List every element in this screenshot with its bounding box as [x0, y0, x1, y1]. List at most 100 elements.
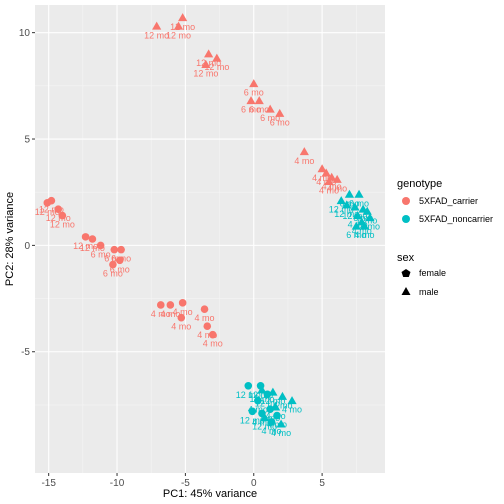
point-female	[115, 256, 124, 265]
point-male	[336, 196, 346, 205]
legend-genotype: genotype 5XFAD_carrier 5XFAD_noncarrier	[397, 178, 493, 224]
point-label: 6 mo	[104, 254, 124, 264]
y-tick-label: 10	[19, 28, 31, 39]
point-female	[54, 205, 63, 214]
point-male	[260, 413, 270, 422]
point-male	[332, 174, 342, 183]
point-label: 12 mo	[166, 30, 191, 40]
point-male	[173, 21, 184, 30]
legend-genotype-title: genotype	[397, 178, 442, 190]
point-label: 4 mo	[173, 307, 193, 317]
point-label: 4 mo	[294, 156, 314, 166]
point-male	[204, 49, 214, 58]
point-male	[275, 108, 285, 117]
point-female	[254, 396, 262, 405]
point-female	[58, 211, 67, 220]
point-male	[249, 79, 259, 88]
y-tick-label: 0	[24, 241, 30, 252]
point-label: 6 mo	[249, 105, 269, 115]
point-male	[342, 200, 352, 209]
x-tick-label: -5	[181, 478, 190, 489]
point-female	[166, 301, 175, 309]
point-female	[96, 241, 105, 250]
point-label: 4 mo	[271, 428, 291, 438]
point-label: 12 mo	[260, 396, 285, 406]
points	[43, 13, 375, 428]
point-label: 12 mo	[204, 62, 229, 72]
point-female	[177, 313, 186, 322]
x-tick-label: -10	[110, 478, 125, 489]
point-label: 4 mo	[262, 426, 282, 436]
point-male	[353, 211, 363, 219]
point-label: 12 mo	[50, 220, 75, 230]
point-female	[109, 260, 117, 269]
axis-ticks: -15 -10 -5 0 5 -5 0 5 10	[19, 28, 325, 489]
point-label: 12 mo	[329, 205, 354, 215]
point-label: 4 mo	[252, 417, 272, 427]
legend-key-male	[401, 287, 411, 295]
point-label: 4 mo	[312, 173, 332, 183]
grid-minor	[35, 5, 385, 473]
point-female	[208, 330, 217, 339]
x-tick-label: 5	[319, 478, 325, 489]
point-label: 6 mo	[346, 230, 366, 240]
point-label: 6 mo	[110, 264, 130, 274]
point-label: 6 mo	[353, 213, 373, 223]
point-male	[344, 189, 355, 198]
point-male	[212, 53, 222, 62]
point-label: 4 mo	[171, 322, 191, 332]
point-male	[257, 385, 267, 394]
point-male	[351, 221, 361, 230]
point-female	[178, 299, 187, 307]
point-male	[287, 396, 297, 405]
point-male	[350, 202, 360, 211]
point-label: 6 mo	[270, 117, 290, 127]
legend-sex: sex female male	[397, 252, 446, 297]
point-female	[248, 407, 257, 416]
x-axis-title: PC1: 45% variance	[163, 488, 257, 500]
point-label: 12 mo	[193, 69, 218, 79]
point-label: 4 mo	[352, 226, 372, 236]
point-male	[276, 419, 286, 428]
point-label: 4 mo	[354, 230, 374, 240]
point-female	[200, 305, 209, 314]
legend-label-female: female	[419, 268, 446, 278]
point-label: 4 mo	[319, 186, 339, 196]
point-label: 4 mo	[327, 183, 347, 193]
point-label: 12 mo	[170, 22, 195, 32]
point-female	[117, 245, 125, 254]
point-label: 4 mo	[282, 405, 302, 415]
legend-label-noncarrier: 5XFAD_noncarrier	[419, 214, 493, 224]
legend-key-noncarrier	[402, 215, 410, 223]
point-label: 4 mo	[267, 420, 287, 430]
point-female	[156, 301, 165, 309]
point-male	[152, 21, 162, 30]
point-label: 12 mo	[39, 205, 64, 215]
point-label: 6 mo	[339, 198, 359, 208]
legend-label-carrier: 5XFAD_carrier	[419, 196, 478, 206]
point-label: 12 mo	[35, 207, 60, 217]
point-label: 12 mo	[46, 213, 71, 223]
point-female	[81, 233, 90, 241]
point-label: 12 mo	[80, 243, 105, 253]
point-male	[178, 13, 188, 22]
point-male	[354, 189, 364, 198]
legend-key-carrier	[402, 197, 410, 205]
point-male	[277, 391, 288, 400]
point-label: 12 mo	[240, 415, 265, 425]
point-label: 12 mo	[73, 241, 98, 251]
point-female	[88, 235, 97, 243]
point-label: 4 mo	[360, 222, 380, 232]
point-female	[266, 405, 274, 413]
point-label: 6 mo	[103, 269, 123, 279]
y-tick-label: -5	[21, 347, 30, 358]
legend-key-female	[401, 269, 411, 277]
point-male	[254, 96, 264, 105]
point-male	[265, 104, 275, 113]
point-female	[273, 411, 281, 420]
legend-sex-title: sex	[397, 252, 415, 264]
point-male	[359, 221, 370, 230]
point-male	[317, 164, 327, 173]
point-female	[256, 381, 265, 390]
